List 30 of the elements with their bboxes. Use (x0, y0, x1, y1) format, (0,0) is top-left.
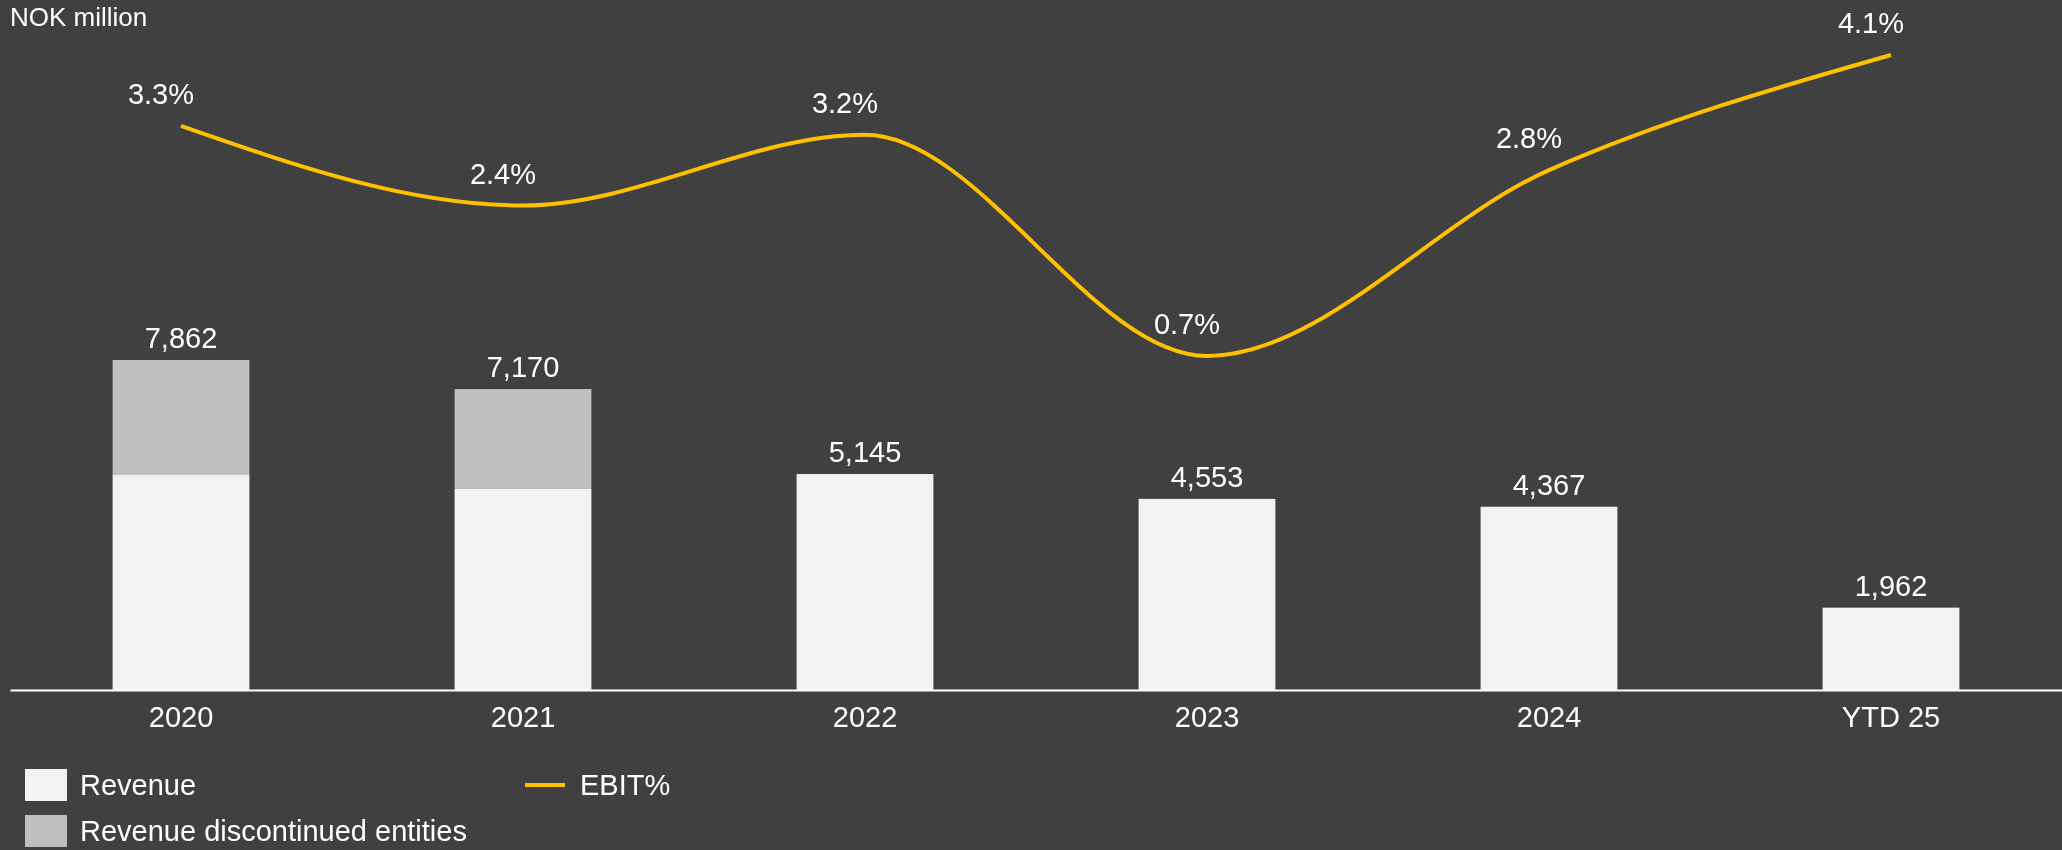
data-label: 3.2% (811, 86, 879, 119)
x-tick-label: 2022 (832, 700, 898, 733)
x-tick-label: 2020 (148, 700, 214, 733)
x-tick-label: 2023 (1174, 700, 1240, 733)
legend-label: Revenue discontinued entities (80, 815, 467, 847)
bar (112, 360, 250, 475)
bar (454, 389, 592, 489)
data-label: 4,367 (1512, 468, 1586, 501)
total-label: 7,170 (486, 351, 560, 384)
x-tick-label: 2021 (490, 700, 556, 733)
bar (112, 474, 250, 690)
bar (1138, 498, 1276, 690)
data-label: 4.1% (1837, 7, 1905, 39)
x-tick-label: 2024 (1516, 700, 1582, 733)
x-tick-label: YTD 25 (1841, 700, 1941, 733)
data-label: 3.3% (127, 77, 195, 110)
bar (454, 488, 592, 690)
data-label: 4,553 (1170, 460, 1244, 493)
data-label: 0.7% (1153, 308, 1221, 340)
data-label: 5,145 (828, 436, 902, 469)
text: NOK million (10, 2, 148, 32)
legend-label: Revenue (80, 769, 197, 801)
bar (1480, 506, 1618, 690)
bar (1822, 607, 1960, 690)
legend-label: EBIT% (580, 769, 671, 801)
data-label: 2.8% (1495, 122, 1563, 155)
data-label: 1,962 (1854, 569, 1928, 602)
bar (796, 474, 934, 690)
data-label: 2.4% (469, 157, 537, 190)
total-label: 7,862 (144, 322, 218, 354)
